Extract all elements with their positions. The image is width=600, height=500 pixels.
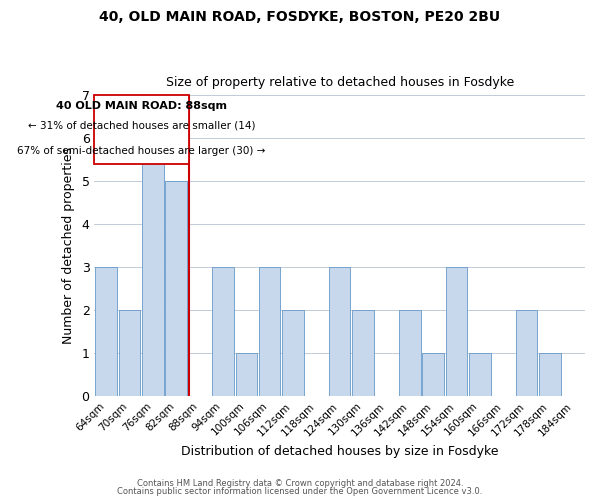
Bar bbox=[399, 310, 421, 396]
Text: 40 OLD MAIN ROAD: 88sqm: 40 OLD MAIN ROAD: 88sqm bbox=[56, 101, 227, 111]
Bar bbox=[166, 181, 187, 396]
X-axis label: Distribution of detached houses by size in Fosdyke: Distribution of detached houses by size … bbox=[181, 444, 499, 458]
Text: 40, OLD MAIN ROAD, FOSDYKE, BOSTON, PE20 2BU: 40, OLD MAIN ROAD, FOSDYKE, BOSTON, PE20… bbox=[100, 10, 500, 24]
Bar bbox=[352, 310, 374, 396]
Title: Size of property relative to detached houses in Fosdyke: Size of property relative to detached ho… bbox=[166, 76, 514, 90]
Bar bbox=[95, 267, 117, 396]
Y-axis label: Number of detached properties: Number of detached properties bbox=[62, 147, 74, 344]
Bar bbox=[422, 353, 444, 396]
Bar bbox=[119, 310, 140, 396]
Bar bbox=[212, 267, 233, 396]
Bar bbox=[329, 267, 350, 396]
Bar bbox=[142, 138, 164, 396]
Bar bbox=[446, 267, 467, 396]
Bar bbox=[236, 353, 257, 396]
Text: Contains public sector information licensed under the Open Government Licence v3: Contains public sector information licen… bbox=[118, 487, 482, 496]
Bar bbox=[469, 353, 491, 396]
Text: 67% of semi-detached houses are larger (30) →: 67% of semi-detached houses are larger (… bbox=[17, 146, 266, 156]
Bar bbox=[282, 310, 304, 396]
Bar bbox=[259, 267, 280, 396]
Bar bbox=[539, 353, 561, 396]
Text: ← 31% of detached houses are smaller (14): ← 31% of detached houses are smaller (14… bbox=[28, 121, 256, 131]
Text: Contains HM Land Registry data © Crown copyright and database right 2024.: Contains HM Land Registry data © Crown c… bbox=[137, 478, 463, 488]
FancyBboxPatch shape bbox=[94, 95, 189, 164]
Bar bbox=[516, 310, 538, 396]
